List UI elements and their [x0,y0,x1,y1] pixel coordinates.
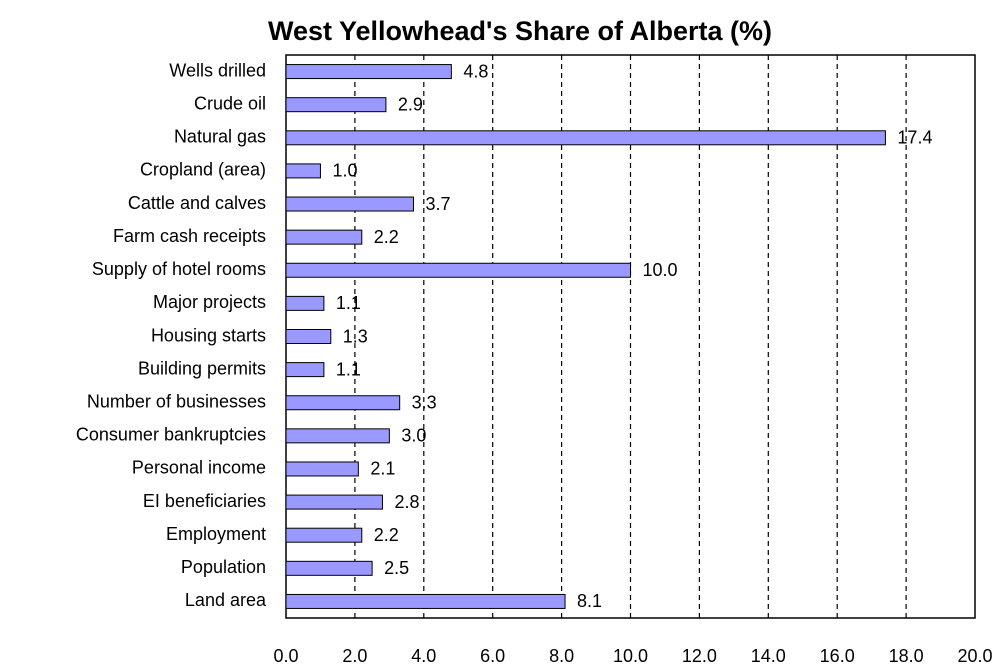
data-label: 2.5 [384,558,409,578]
data-label: 17.4 [897,128,932,148]
data-label: 1.0 [332,161,357,181]
x-tick-label: 18.0 [889,646,924,666]
bar [285,163,321,179]
y-tick-label: Farm cash receipts [113,226,266,246]
y-tick-label: Number of businesses [87,391,266,411]
data-label: 1.3 [343,326,368,346]
data-label: 3.7 [425,194,450,214]
data-label: 4.8 [463,61,488,81]
data-label: 1.1 [336,359,361,379]
chart-title: West Yellowhead's Share of Alberta (%) [268,16,772,46]
y-tick-label: Employment [166,524,266,544]
data-label: 1.1 [336,293,361,313]
x-tick-label: 6.0 [480,646,505,666]
x-tick-label: 8.0 [549,646,574,666]
data-label: 2.1 [370,459,395,479]
y-tick-label: Major projects [153,292,266,312]
y-tick-label: Housing starts [151,325,266,345]
bar [285,428,390,444]
y-tick-label: EI beneficiaries [143,491,266,511]
bar [285,527,363,543]
x-tick-label: 10.0 [613,646,648,666]
bar [285,229,363,245]
bar [285,395,401,411]
bar [285,329,332,344]
bar [285,560,373,576]
bar [285,494,383,510]
data-label: 2.2 [374,525,399,545]
data-label: 2.9 [398,94,423,114]
x-tick-label: 0.0 [273,646,298,666]
data-label: 3.3 [412,392,437,412]
y-tick-label: Crude oil [194,93,266,113]
bar [285,130,886,146]
y-tick-label: Cropland (area) [140,160,266,180]
bar [285,362,325,378]
bar [285,461,359,477]
x-tick-label: 4.0 [411,646,436,666]
bar [285,196,414,212]
x-tick-label: 12.0 [682,646,717,666]
x-tick-label: 20.0 [957,646,992,666]
bar [285,97,387,113]
y-tick-label: Population [181,557,266,577]
data-label: 2.2 [374,227,399,247]
y-tick-label: Supply of hotel rooms [92,259,266,279]
y-tick-label: Wells drilled [169,60,266,80]
y-tick-label: Natural gas [174,127,266,147]
y-tick-label: Land area [185,590,267,610]
x-tick-label: 16.0 [820,646,855,666]
x-tick-label: 14.0 [751,646,786,666]
y-tick-label: Consumer bankruptcies [76,425,266,445]
y-tick-label: Personal income [132,458,266,478]
bar [285,295,325,311]
bar [285,593,566,609]
data-label: 3.0 [401,426,426,446]
data-label: 8.1 [577,591,602,611]
data-label: 2.8 [394,492,419,512]
data-label: 10.0 [643,260,678,280]
bar [285,64,452,80]
x-tick-label: 2.0 [342,646,367,666]
y-tick-label: Cattle and calves [128,193,266,213]
y-tick-label: Building permits [138,358,266,378]
bar [285,262,631,278]
